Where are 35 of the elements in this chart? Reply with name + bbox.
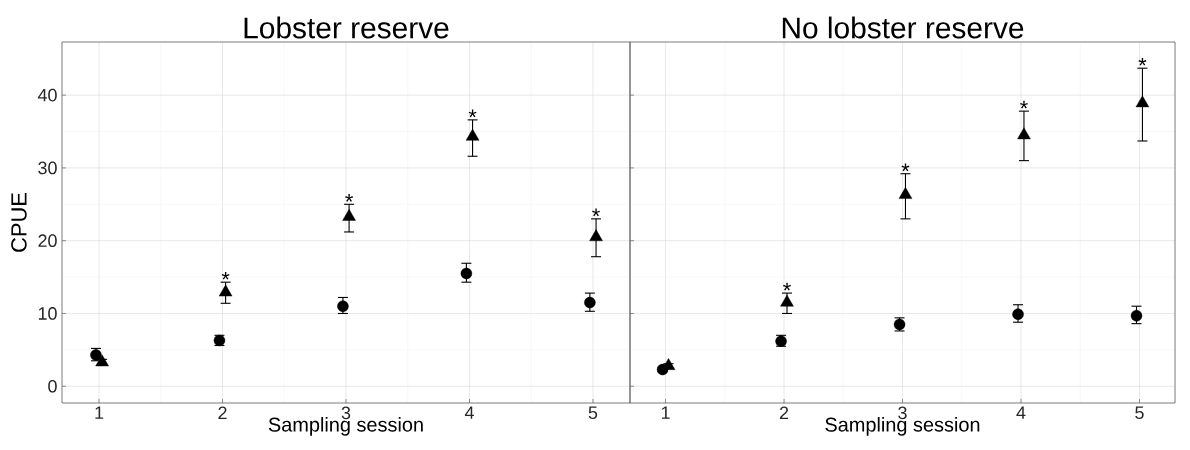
y-tick-label: 30 bbox=[38, 161, 57, 175]
x-tick-label: 2 bbox=[779, 406, 789, 420]
annotation: * bbox=[221, 271, 230, 280]
point bbox=[342, 208, 356, 221]
x-tick-label: 1 bbox=[95, 406, 104, 419]
x-tick-label: 4 bbox=[1016, 406, 1026, 419]
annotation: * bbox=[468, 109, 477, 118]
annotation: * bbox=[592, 208, 600, 217]
annotation: * bbox=[1020, 100, 1028, 109]
chart-title: Lobster reserve bbox=[244, 16, 449, 39]
point bbox=[95, 354, 109, 367]
point bbox=[1012, 308, 1024, 320]
annotation: * bbox=[1138, 57, 1147, 66]
chart-title: No lobster reserve bbox=[782, 16, 1024, 39]
y-tick-label: 40 bbox=[37, 88, 57, 102]
annotation: * bbox=[345, 194, 354, 202]
x-tick-label: 5 bbox=[588, 406, 598, 420]
point bbox=[337, 300, 349, 312]
x-tick-label: 1 bbox=[661, 406, 670, 419]
y-tick-label: 0 bbox=[48, 379, 57, 393]
x-tick-label: 2 bbox=[218, 406, 227, 420]
point bbox=[1017, 127, 1031, 140]
point bbox=[898, 187, 913, 199]
y-tick-label: 20 bbox=[38, 234, 57, 248]
y-tick-label: 10 bbox=[38, 307, 57, 320]
annotation: * bbox=[901, 163, 910, 172]
point bbox=[465, 128, 480, 141]
point bbox=[584, 296, 596, 309]
annotation: * bbox=[783, 282, 791, 291]
x-tick-label: 4 bbox=[464, 406, 474, 419]
point bbox=[1130, 309, 1143, 322]
y-axis-title: CPUE bbox=[11, 192, 27, 252]
x-tick-label: 5 bbox=[1135, 406, 1144, 420]
point bbox=[589, 229, 603, 241]
point bbox=[1135, 95, 1150, 108]
